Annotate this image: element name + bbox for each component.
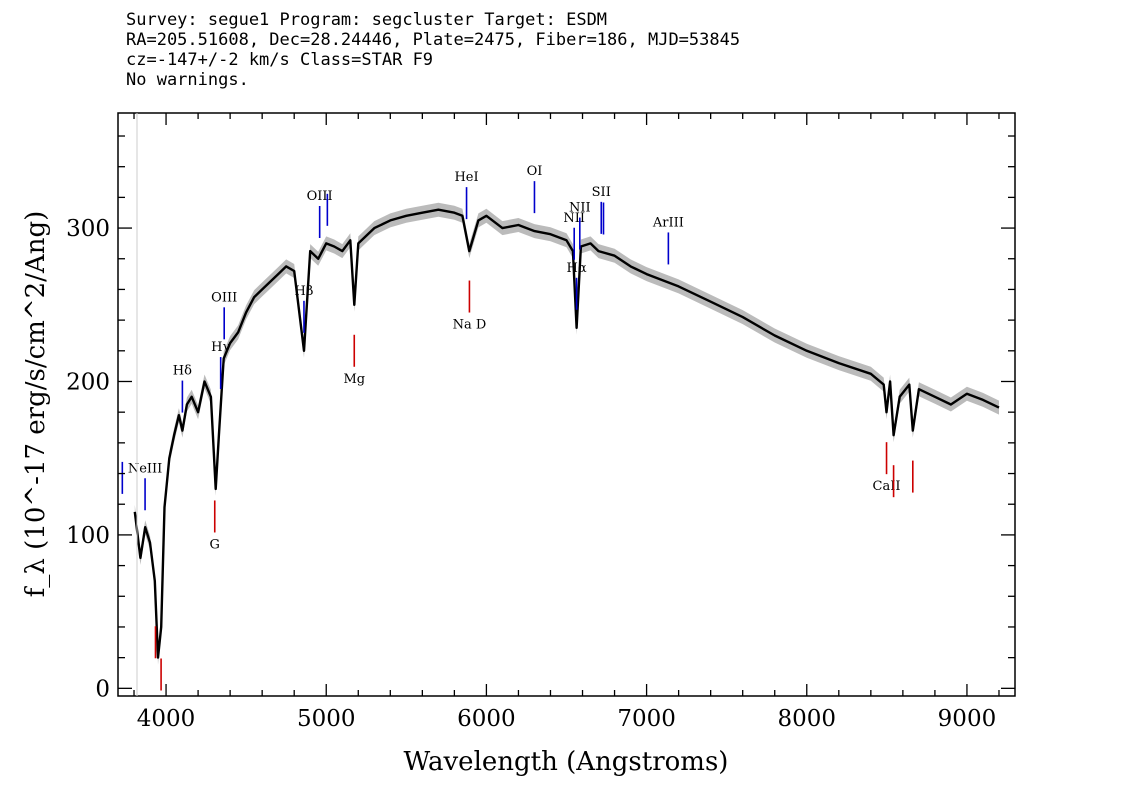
x-tick-label: 7000 — [617, 706, 676, 732]
x-tick-label: 8000 — [777, 706, 836, 732]
spectrum-header: Survey: segue1 Program: segcluster Targe… — [126, 10, 740, 90]
emission-line-label-11: Hα — [567, 261, 587, 276]
emission-line-label-12: NII — [569, 201, 591, 216]
absorption-line-label-5: CaII — [873, 479, 901, 494]
x-tick-label: 6000 — [457, 706, 516, 732]
spectrum-line — [133, 208, 1000, 659]
emission-line-label-1: NeIII — [128, 461, 162, 476]
y-tick-label: 0 — [95, 676, 110, 702]
absorption-line-label-4: Na D — [453, 318, 487, 333]
emission-line-label-6: OIII — [307, 189, 333, 204]
emission-line-label-13: SII — [592, 185, 611, 200]
y-tick-label: 100 — [66, 523, 110, 549]
emission-line-label-3: Hγ — [211, 340, 230, 355]
emission-line-label-4: OIII — [211, 290, 237, 305]
x-tick-label: 9000 — [938, 706, 997, 732]
header-redshift-line: cz=-147+/-2 km/s Class=STAR F9 — [126, 50, 434, 70]
x-tick-label: 5000 — [297, 706, 356, 732]
plot-frame — [117, 112, 1016, 697]
absorption-line-label-2: G — [210, 537, 220, 552]
header-warnings-line: No warnings. — [126, 70, 249, 90]
spectrum-layer — [133, 208, 1000, 659]
emission-line-label-8: HeI — [454, 170, 478, 185]
y-tick-label: 300 — [66, 216, 110, 242]
emission-line-label-15: ArIII — [652, 215, 684, 230]
y-axis-title: f_λ (10^-17 erg/s/cm^2/Ang) — [21, 211, 51, 597]
emission-line-label-2: Hδ — [173, 364, 192, 379]
x-axis-title: Wavelength (Angstroms) — [404, 747, 729, 777]
x-tick-label: 4000 — [137, 706, 196, 732]
header-survey-line: Survey: segue1 Program: segcluster Targe… — [126, 10, 608, 30]
absorption-line-label-3: Mg — [343, 372, 365, 387]
y-tick-label: 200 — [66, 369, 110, 395]
header-coordinates-line: RA=205.51608, Dec=28.24446, Plate=2475, … — [126, 30, 741, 50]
emission-line-label-9: OI — [527, 164, 543, 179]
axes-layer: 4000 5000 6000 7000 8000 9000 0 100 200 300 — [66, 113, 1015, 732]
emission-line-label-5: Hβ — [295, 284, 314, 299]
